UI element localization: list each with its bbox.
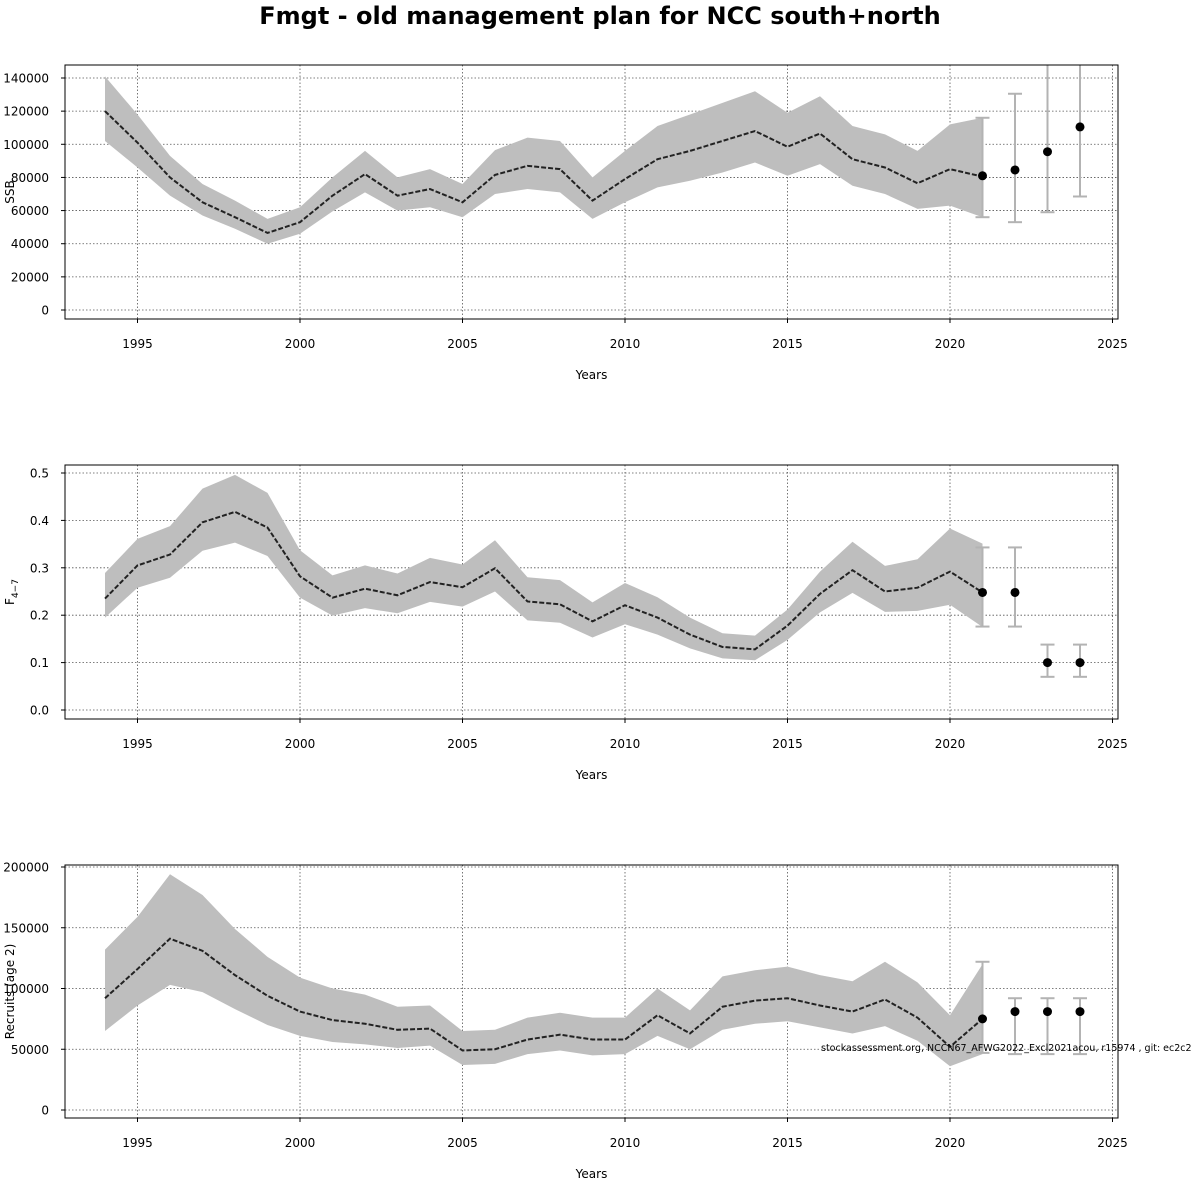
- forecast-point: [1043, 147, 1052, 157]
- forecast-point: [1075, 122, 1085, 132]
- confidence-band: [105, 76, 983, 244]
- y-tick-label: 0.1: [30, 656, 49, 670]
- y-tick-label: 100000: [3, 138, 49, 152]
- forecast-point: [978, 587, 987, 597]
- x-tick-label: 2010: [610, 1136, 641, 1150]
- x-tick-label: 2015: [772, 737, 803, 751]
- x-tick-label: 2000: [285, 1136, 316, 1150]
- forecast-errorbar: [1008, 92, 1022, 224]
- forecast-point: [1010, 587, 1020, 597]
- x-axis-label: Years: [575, 768, 608, 782]
- estimate-line: [104, 510, 984, 651]
- y-tick-label: 120000: [3, 105, 49, 119]
- x-tick-label: 2025: [1097, 737, 1128, 751]
- plot-frame: [64, 64, 1119, 320]
- y-tick-label: 100000: [3, 982, 49, 996]
- x-tick-label: 2020: [935, 337, 966, 351]
- forecast-point: [1075, 1007, 1085, 1017]
- y-tick-label: 0.5: [30, 467, 49, 481]
- y-tick-label: 40000: [11, 237, 49, 251]
- y-tick-label: 200000: [3, 861, 49, 875]
- x-tick-label: 2005: [447, 1136, 478, 1150]
- confidence-band: [105, 474, 983, 661]
- y-tick-label: 0.4: [30, 514, 49, 528]
- x-tick-label: 1995: [122, 337, 153, 351]
- estimate-line: [104, 937, 984, 1052]
- x-tick-label: 1995: [122, 737, 153, 751]
- y-tick-label: 80000: [11, 171, 49, 185]
- footnote: stockassessment.org, NCCN67_AFWG2022_Exc…: [821, 1043, 1192, 1054]
- plot-frame: [64, 464, 1119, 720]
- x-tick-label: 2025: [1097, 337, 1128, 351]
- x-tick-label: 2025: [1097, 1136, 1128, 1150]
- plot-frame: [64, 864, 1119, 1119]
- y-tick-label: 140000: [3, 72, 49, 86]
- y-tick-label: 50000: [11, 1043, 49, 1057]
- panel-3: 1995 2000 2005 2010 2015 2020 2025 0 50000 100000…: [3, 861, 1128, 1182]
- y-axis-label: SSB: [3, 180, 17, 203]
- x-axis-label: Years: [575, 1167, 608, 1181]
- forecast-errorbar: [1008, 546, 1022, 628]
- x-tick-label: 2000: [285, 337, 316, 351]
- forecast-point: [1043, 658, 1052, 668]
- estimate-line: [104, 110, 983, 235]
- y-tick-label: 150000: [3, 921, 49, 935]
- x-tick-label: 2005: [447, 737, 478, 751]
- y-tick-label: 20000: [11, 270, 49, 284]
- y-tick-label: 60000: [11, 204, 49, 218]
- x-tick-label: 2000: [285, 737, 316, 751]
- y-axis-label: Recruits (age 2): [3, 944, 17, 1040]
- forecast-errorbar: [975, 116, 990, 219]
- forecast-point: [978, 171, 987, 181]
- y-tick-label: 0: [41, 1104, 49, 1118]
- x-tick-label: 2010: [610, 337, 641, 351]
- x-tick-label: 2015: [772, 1136, 803, 1150]
- forecast-errorbar: [975, 960, 990, 1054]
- forecast-point: [1075, 658, 1085, 668]
- y-tick-label: 0.2: [30, 609, 49, 623]
- y-tick-label: 0: [41, 304, 49, 318]
- x-axis-label: Years: [575, 368, 608, 382]
- forecast-point: [1010, 1007, 1020, 1017]
- x-tick-label: 2005: [447, 337, 478, 351]
- y-tick-label: 0.3: [30, 561, 49, 575]
- y-axis-label-subscript: 4−7: [11, 579, 21, 598]
- forecast-point: [1043, 1007, 1052, 1017]
- forecast-point: [1010, 165, 1020, 175]
- forecast-errorbar: [975, 546, 990, 628]
- forecast-point: [978, 1014, 987, 1024]
- x-tick-label: 2020: [935, 737, 966, 751]
- forecast-errorbar: [1040, 65, 1055, 214]
- x-tick-label: 2010: [610, 737, 641, 751]
- x-tick-label: 2020: [935, 1136, 966, 1150]
- panel-2: 1995 2000 2005 2010 2015 2020 2025 0.0 0.1 0.2 0.3…: [3, 464, 1128, 782]
- y-tick-label: 0.0: [30, 704, 49, 718]
- x-tick-label: 1995: [122, 1136, 153, 1150]
- chart-title: Fmgt - old management plan for NCC south…: [259, 2, 941, 30]
- panel-1: 1995 2000 2005 2010 2015 2020 2025 0 20000 40000 6…: [3, 64, 1128, 382]
- x-tick-label: 2015: [772, 337, 803, 351]
- y-axis-label: F4−7: [3, 579, 21, 605]
